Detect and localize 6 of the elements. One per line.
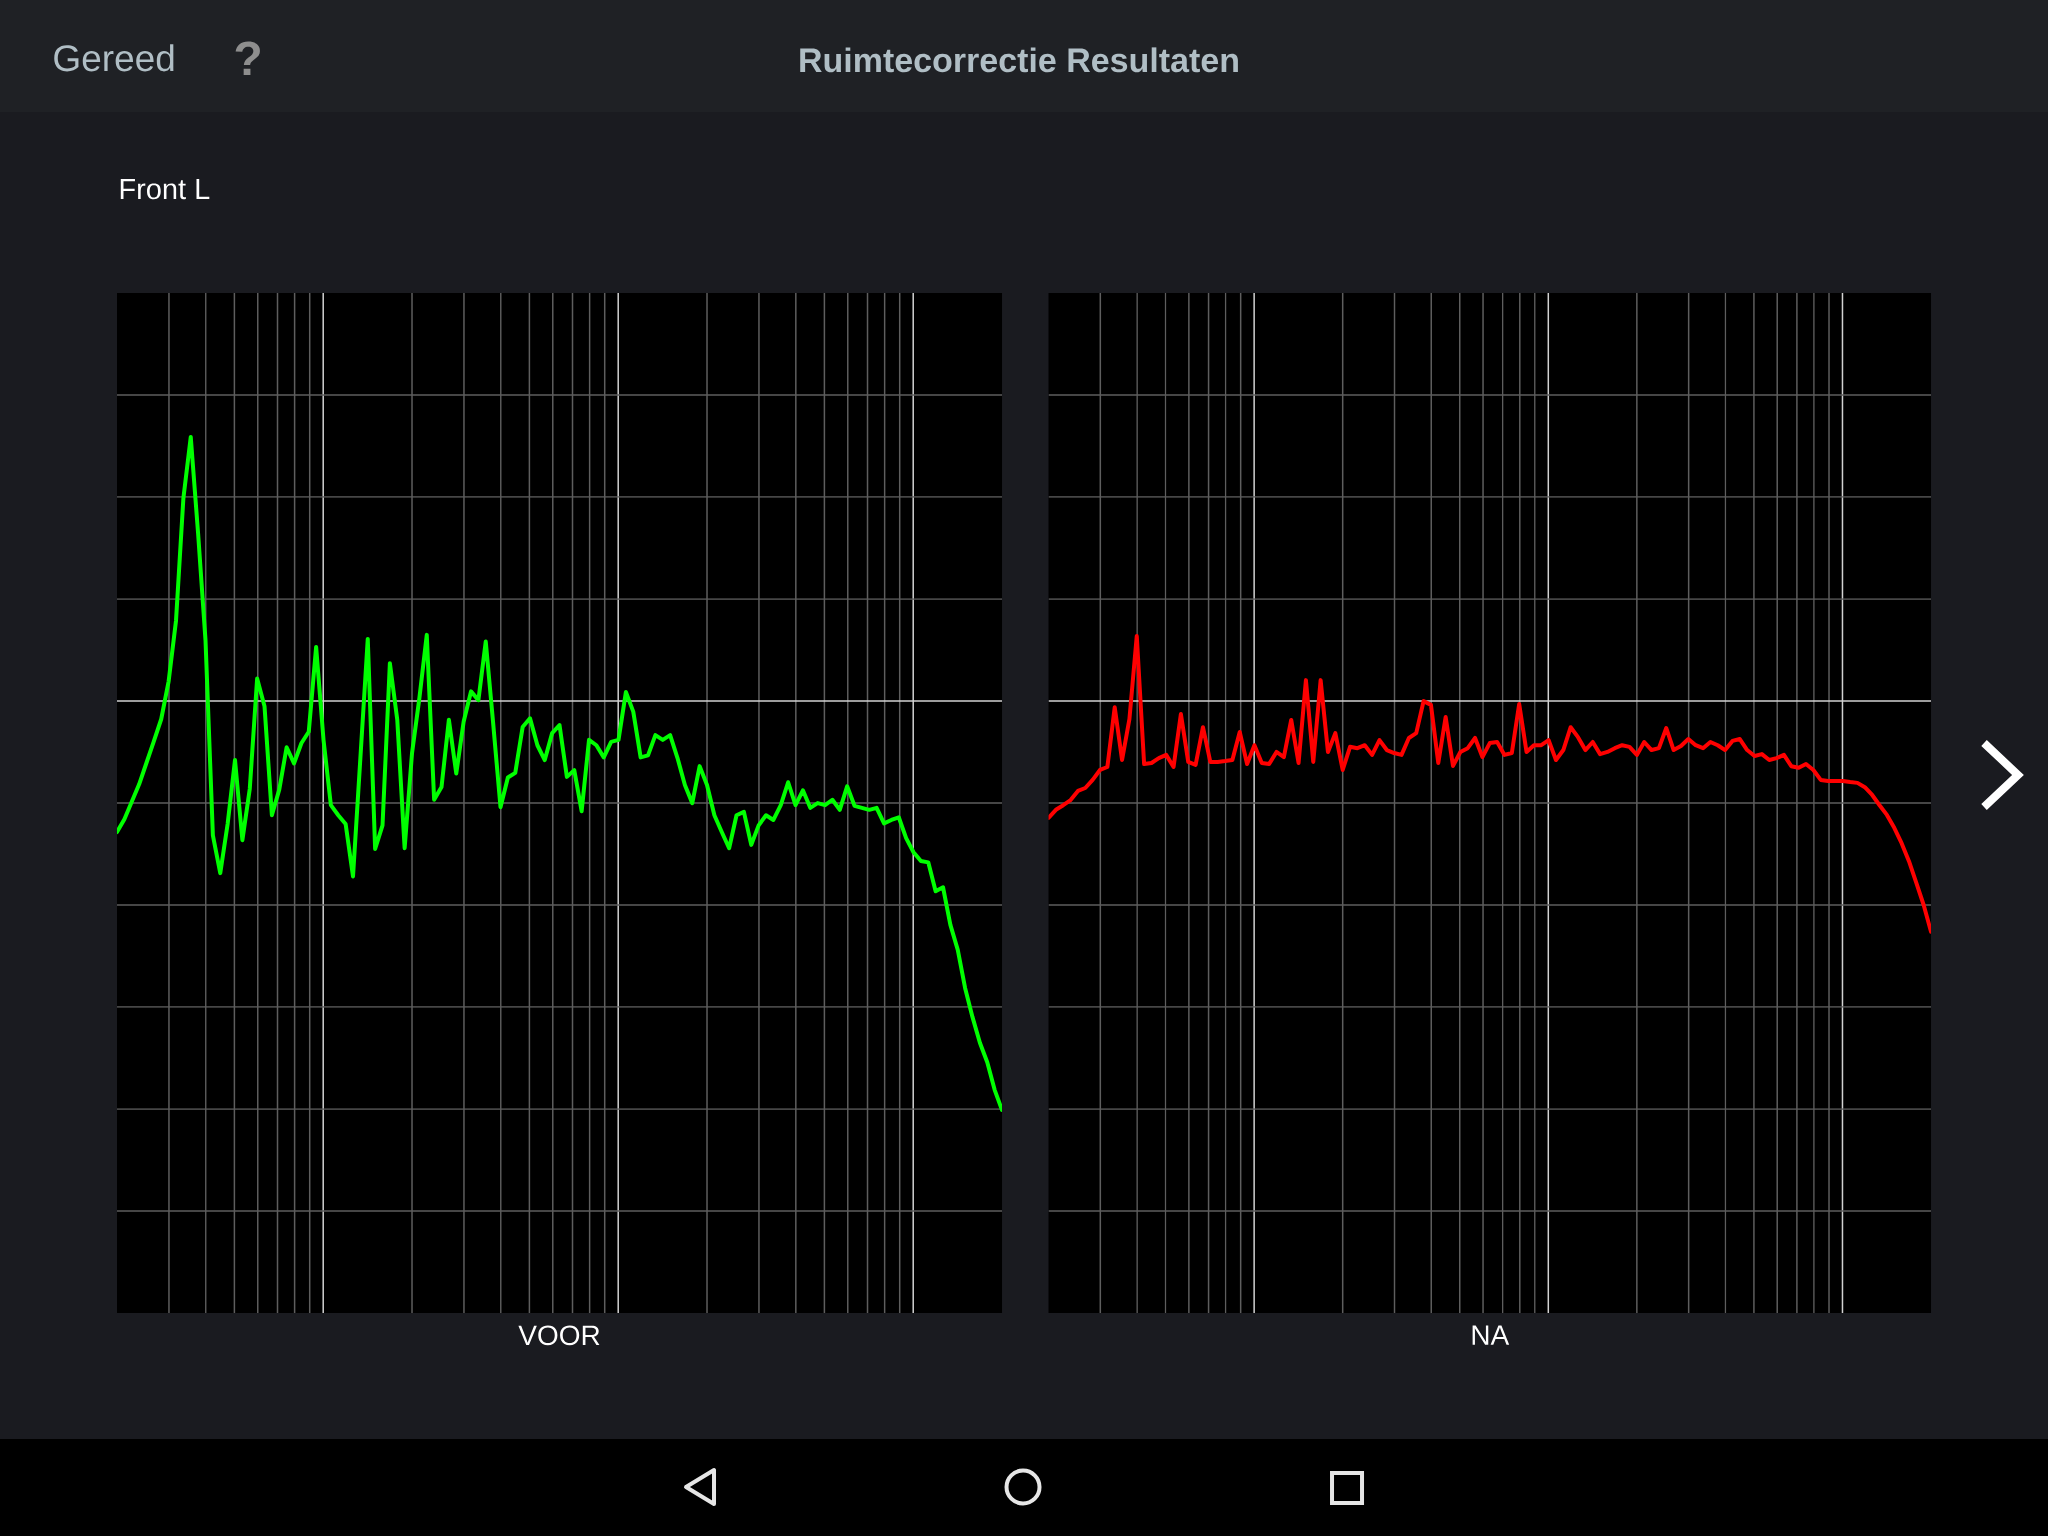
chart-title: Ruimtecorrectie Resultaten	[800, 47, 1238, 73]
chart-subtitle: Front L	[120, 179, 210, 200]
text: ?	[235, 41, 260, 75]
x-axis-title: NA	[1472, 1325, 1510, 1345]
x-axis-title: VOOR	[518, 1325, 600, 1346]
text: Gereed	[54, 44, 174, 72]
